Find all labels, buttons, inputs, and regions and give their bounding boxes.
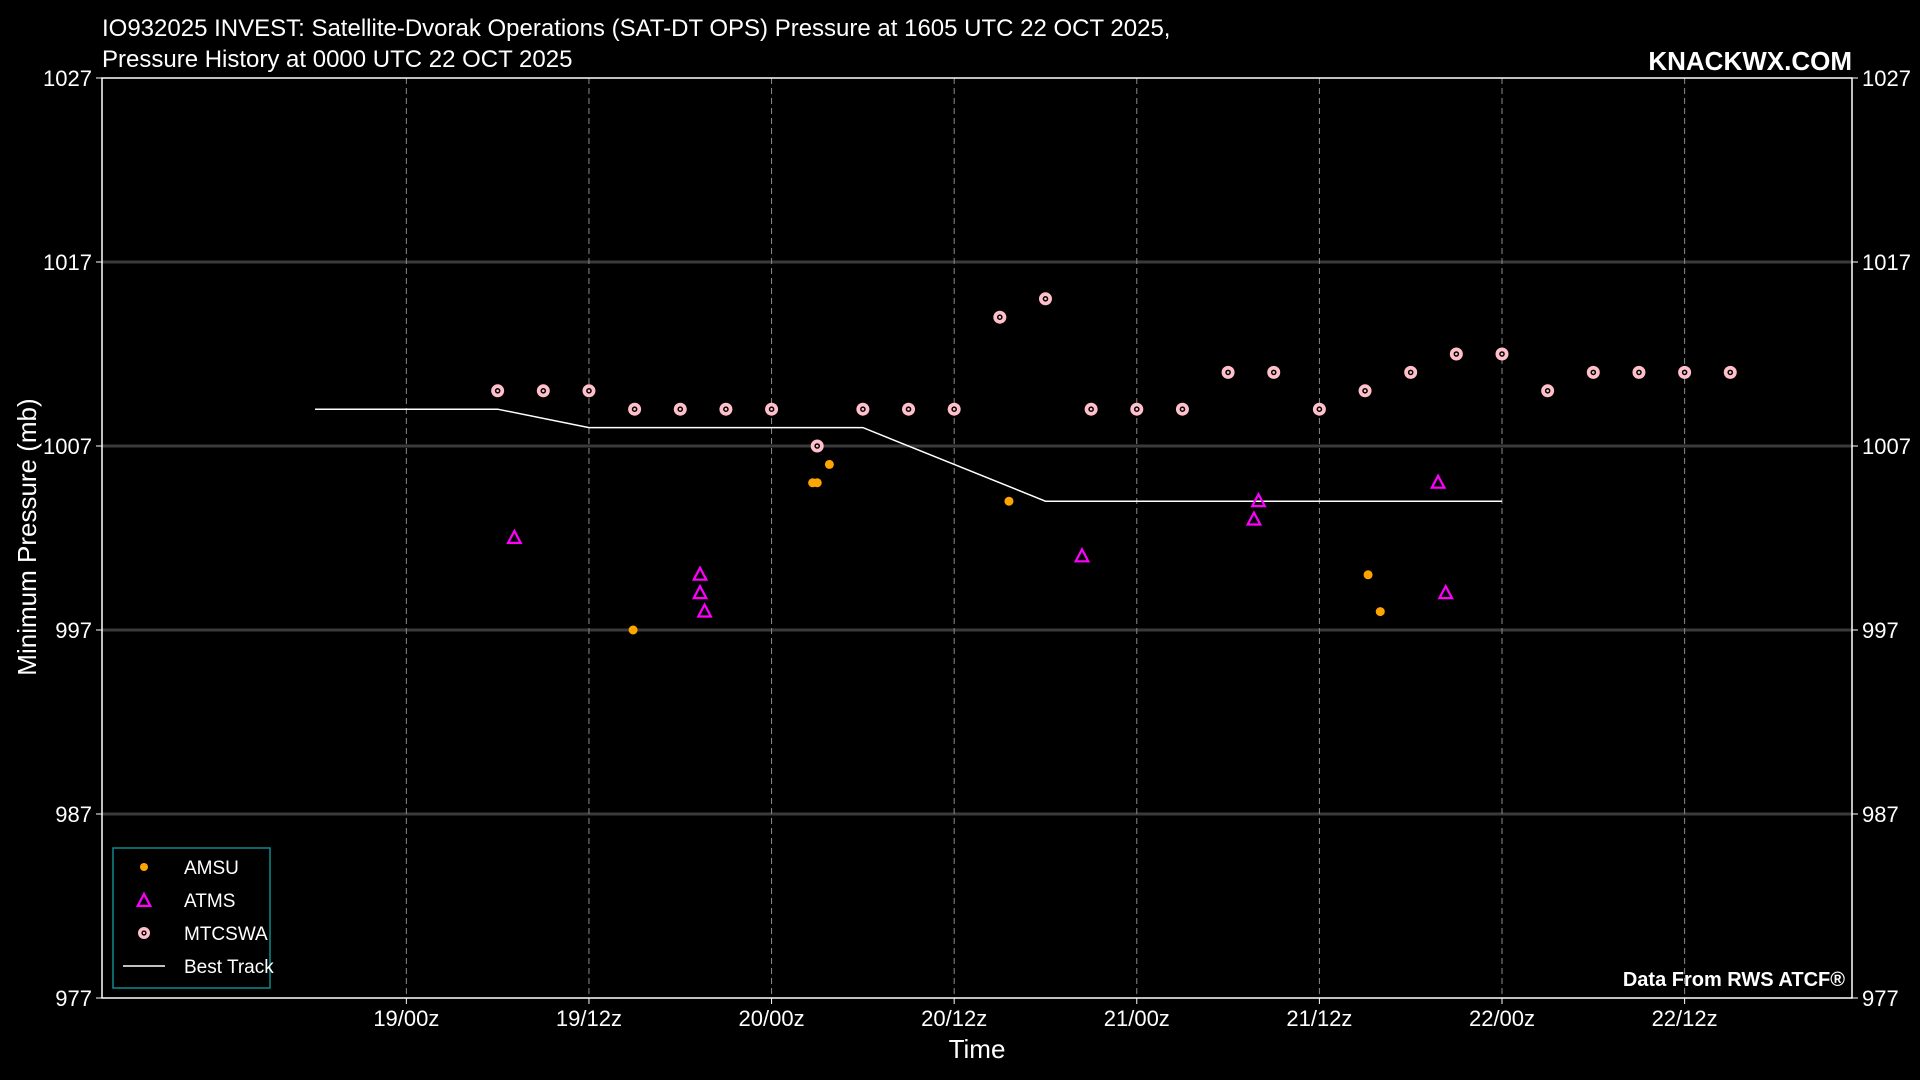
mtcswa-point xyxy=(536,384,550,398)
mtcswa-point xyxy=(673,402,687,416)
plot-frame xyxy=(101,77,1853,999)
mtcswa-point xyxy=(1632,365,1646,379)
y-tick-label-left: 1017 xyxy=(43,250,92,275)
x-tick-label: 21/12z xyxy=(1286,1006,1352,1031)
y-tick-label-right: 1027 xyxy=(1862,66,1911,91)
mtcswa-point xyxy=(765,402,779,416)
x-tick-label: 20/00z xyxy=(739,1006,805,1031)
amsu-point xyxy=(628,625,638,635)
mtcswa-point xyxy=(1723,365,1737,379)
mtcswa-point xyxy=(1130,402,1144,416)
mtcswa-point xyxy=(719,402,733,416)
mtcswa-point xyxy=(1175,402,1189,416)
mtcswa-point xyxy=(1449,347,1463,361)
y-tick-label-left: 987 xyxy=(55,802,92,827)
legend-best-track-label: Best Track xyxy=(184,957,274,978)
mtcswa-point xyxy=(1495,347,1509,361)
x-tick-label: 22/00z xyxy=(1469,1006,1535,1031)
mtcswa-point xyxy=(628,402,642,416)
y-tick-label-right: 1007 xyxy=(1862,434,1911,459)
mtcswa-point xyxy=(993,310,1007,324)
x-tick-label: 19/00z xyxy=(373,1006,439,1031)
amsu-point xyxy=(1004,496,1014,506)
best-track-line xyxy=(315,408,1502,502)
x-tick-label: 20/12z xyxy=(921,1006,987,1031)
atms-point xyxy=(691,565,709,581)
y-tick-label-left: 1007 xyxy=(43,434,92,459)
mtcswa-point xyxy=(1038,292,1052,306)
y-tick-label-right: 997 xyxy=(1862,618,1899,643)
legend-box xyxy=(112,847,271,989)
atms-point xyxy=(1245,510,1263,526)
chart-title-line1: IO932025 INVEST: Satellite-Dvorak Operat… xyxy=(102,15,1170,42)
mtcswa-point xyxy=(947,402,961,416)
legend: AMSU ATMS MTCSWA Best Track xyxy=(112,847,274,989)
x-tick-label: 21/00z xyxy=(1104,1006,1170,1031)
mtcswa-point xyxy=(902,402,916,416)
data-source-credit: Data From RWS ATCF® xyxy=(1623,969,1845,991)
x-tick-label: 19/12z xyxy=(556,1006,622,1031)
y-tick-label-right: 977 xyxy=(1862,986,1899,1011)
mtcswa-point xyxy=(1541,384,1555,398)
mtcswa-point xyxy=(1267,365,1281,379)
atms-point xyxy=(1429,473,1447,489)
mtcswa-point xyxy=(1312,402,1326,416)
legend-amsu-marker xyxy=(140,863,148,871)
legend-mtcswa-label: MTCSWA xyxy=(184,924,268,945)
mtcswa-point xyxy=(1404,365,1418,379)
mtcswa-point xyxy=(1586,365,1600,379)
legend-amsu-label: AMSU xyxy=(184,858,239,879)
legend-atms-marker xyxy=(135,891,153,908)
y-tick-label-right: 1017 xyxy=(1862,250,1911,275)
amsu-point xyxy=(1375,607,1385,617)
x-axis-label: Time xyxy=(949,1034,1006,1064)
mtcswa-point xyxy=(1221,365,1235,379)
brand-watermark: KNACKWX.COM xyxy=(1648,46,1852,76)
atms-point xyxy=(696,602,713,618)
amsu-point xyxy=(1363,570,1373,580)
legend-mtcswa-marker xyxy=(138,927,150,939)
y-tick-label-left: 977 xyxy=(55,986,92,1011)
y-axis-label: Minimum Pressure (mb) xyxy=(12,398,42,675)
y-tick-label-right: 987 xyxy=(1862,802,1899,827)
mtcswa-point xyxy=(582,384,596,398)
atms-point xyxy=(1250,491,1267,508)
chart-title-line2: Pressure History at 0000 UTC 22 OCT 2025 xyxy=(102,46,572,73)
mtcswa-point xyxy=(810,439,824,453)
amsu-point xyxy=(824,459,834,469)
y-tick-label-left: 997 xyxy=(55,618,92,643)
mtcswa-point xyxy=(1358,384,1372,398)
legend-atms-label: ATMS xyxy=(184,891,235,912)
atms-point xyxy=(1073,547,1091,563)
atms-point xyxy=(506,528,523,545)
mtcswa-point xyxy=(1084,402,1098,416)
mtcswa-point xyxy=(1678,365,1692,379)
mtcswa-point xyxy=(856,402,870,416)
mtcswa-point xyxy=(491,384,505,398)
y-tick-label-left: 1027 xyxy=(43,66,92,91)
atms-point xyxy=(1437,583,1454,600)
plot-area: 977 977 987 987 997 997 1007 1007 1017 1017 1027 10… xyxy=(43,66,1911,1031)
amsu-point xyxy=(812,478,822,488)
atms-point xyxy=(691,583,709,600)
x-tick-label: 22/12z xyxy=(1652,1006,1718,1031)
